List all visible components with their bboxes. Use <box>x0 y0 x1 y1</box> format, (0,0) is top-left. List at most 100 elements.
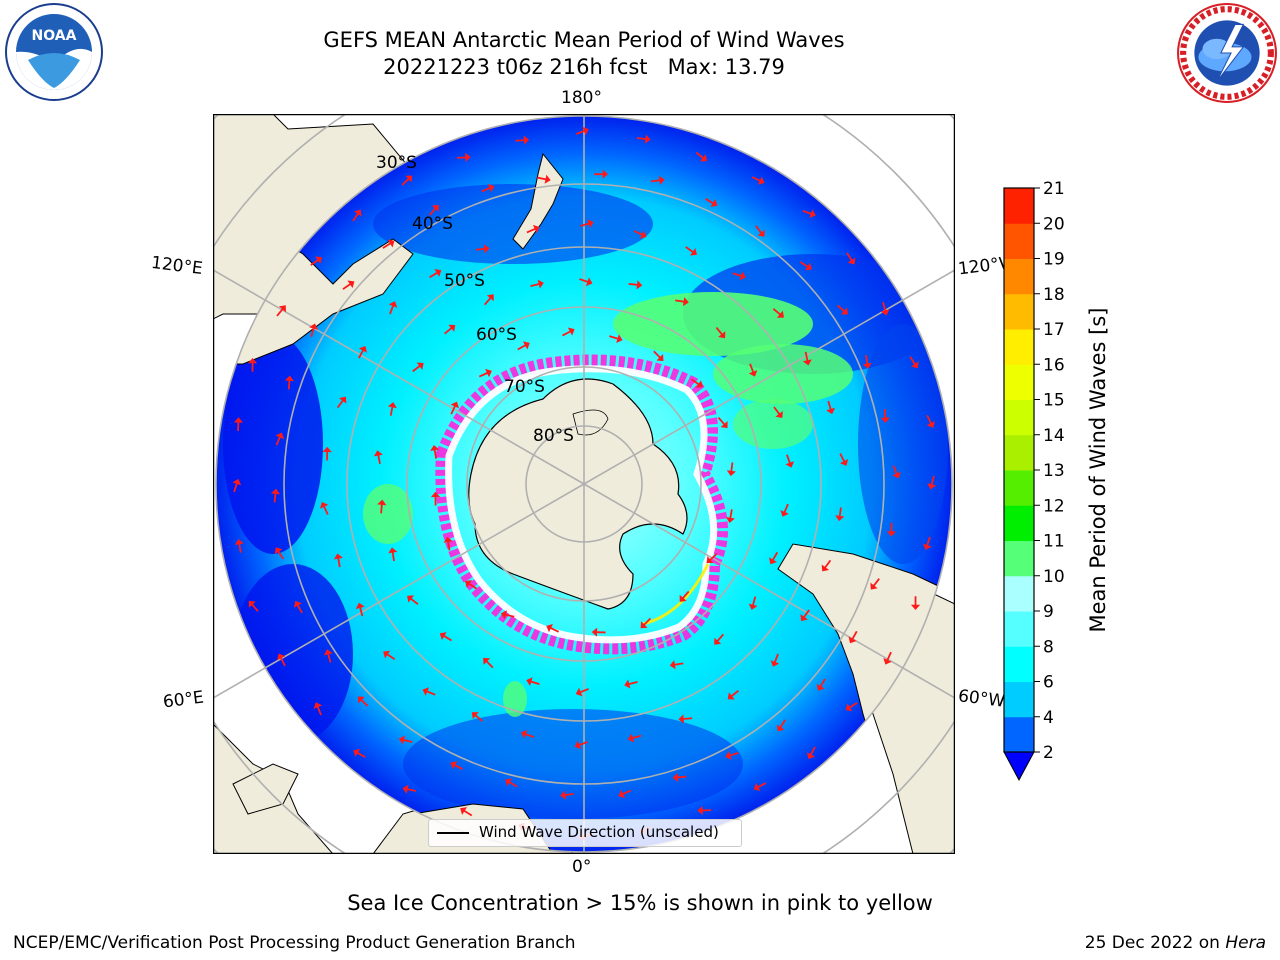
colorbar-segment <box>1004 540 1034 577</box>
wave-arrow-head <box>398 735 405 745</box>
wave-arrow <box>773 653 779 663</box>
wave-arrow <box>517 344 526 351</box>
meridians <box>213 114 955 854</box>
colorbar-tick-label: 15 <box>1043 391 1065 411</box>
wave-arrow <box>682 590 690 599</box>
wave-arrow <box>233 483 238 493</box>
wave-arrow <box>677 775 687 779</box>
wave-arrow-head <box>926 421 935 428</box>
colorbar-label: Mean Period of Wind Waves [s] <box>1086 307 1110 633</box>
nws-logo <box>1177 3 1277 103</box>
wave-arrow-head <box>672 772 679 782</box>
wave-arrow-head <box>500 610 508 620</box>
wave-arrow <box>530 283 540 287</box>
wave-arrow <box>836 304 845 312</box>
wave-arrow <box>882 301 887 312</box>
wave-arrow <box>358 349 364 359</box>
wave-arrow <box>389 406 394 416</box>
wave-arrow <box>755 225 763 234</box>
wave-arrow-head <box>809 209 816 219</box>
wave-arrow <box>628 283 638 286</box>
wave-arrow <box>773 406 781 415</box>
wave-arrow <box>505 613 515 618</box>
wave-arrow-head <box>373 450 383 457</box>
wave-arrow <box>705 198 714 205</box>
wave-arrow <box>633 230 643 236</box>
wave-arrow-head <box>322 446 332 453</box>
wave-arrow-head <box>616 334 623 344</box>
chart-title: GEFS MEAN Antarctic Mean Period of Wind … <box>323 28 845 52</box>
wave-arrow-head <box>574 740 582 750</box>
wave-arrow-head <box>430 445 440 452</box>
wave-arrow-head <box>883 657 892 665</box>
lat-label-40s: 40°S <box>412 214 453 234</box>
wave-arrow-head <box>319 502 329 509</box>
wave-arrow <box>468 582 478 590</box>
wave-arrow-head <box>422 687 430 696</box>
wave-arrow <box>428 207 437 216</box>
wave-arrow-head <box>880 309 890 316</box>
wave-arrow-head <box>323 649 333 656</box>
wave-arrow <box>356 751 366 758</box>
colorbar-segment <box>1004 470 1034 506</box>
colorbar-tick-label: 19 <box>1043 250 1065 270</box>
wave-arrow <box>732 272 742 277</box>
wave-arrow-head <box>387 239 395 248</box>
wave-arrow-head <box>520 729 528 739</box>
wave-arrow <box>481 187 491 193</box>
footer-date: 25 Dec 2022 on Hera <box>1085 933 1266 953</box>
map-frame <box>213 114 955 854</box>
colorbar-tick-label: 6 <box>1043 673 1054 693</box>
wave-arrow <box>752 596 757 606</box>
wave-arrow <box>799 261 809 268</box>
wave-arrow <box>579 688 589 694</box>
wave-arrow <box>550 627 560 633</box>
wave-arrow-head <box>232 478 242 486</box>
wave-arrow-head <box>523 135 530 145</box>
wave-arrow-head <box>710 199 718 208</box>
wave-arrow-head <box>739 271 746 281</box>
wave-arrow <box>410 598 419 605</box>
wave-arrow-head <box>544 174 551 184</box>
wave-arrow-head <box>587 219 594 229</box>
wave-arrow <box>578 741 588 746</box>
wave-arrow-head <box>835 515 845 522</box>
wave-arrow <box>280 657 286 667</box>
wave-arrow-head <box>233 417 243 423</box>
wave-arrow <box>485 660 494 669</box>
wave-arrow <box>609 335 619 340</box>
wave-arrow-head <box>870 582 878 590</box>
wave-arrow <box>377 454 381 465</box>
wave-arrow-head <box>358 345 367 353</box>
wave-arrow <box>296 604 303 614</box>
sea-ice-note: Sea Ice Concentration > 15% is shown in … <box>347 891 933 915</box>
wave-arrow <box>327 653 332 663</box>
wave-arrow <box>695 151 704 159</box>
wave-arrow-head <box>430 491 441 498</box>
wave-arrow <box>508 781 518 788</box>
wave-arrow-head <box>537 279 544 289</box>
wave-arrow <box>809 746 816 756</box>
wave-arrow-head <box>845 703 853 712</box>
wave-arrow-head <box>748 370 758 377</box>
lat-label-30s: 30°S <box>376 153 417 173</box>
polar-map: 30°S 40°S 50°S 60°S 70°S 80°S <box>213 114 955 854</box>
wave-arrow-head <box>714 637 722 645</box>
wave-arrow-head <box>753 782 761 792</box>
wave-arrow <box>433 449 438 459</box>
wave-arrow-head <box>339 396 347 404</box>
wave-arrow-head <box>357 696 365 704</box>
wave-arrow-head <box>769 557 777 565</box>
antarctica <box>468 378 688 610</box>
wave-arrow <box>360 699 369 707</box>
wave-arrow-head <box>546 623 553 633</box>
wave-arrow-head <box>293 600 302 608</box>
wave-arrow <box>872 578 880 587</box>
wave-arrow-head <box>922 543 932 551</box>
lon-label-60e: 60°E <box>161 687 205 713</box>
wave-arrow-head <box>450 401 459 409</box>
wave-arrow <box>456 156 466 159</box>
noaa-logo-text: NOAA <box>32 28 77 44</box>
wave-arrow-head <box>776 310 784 318</box>
wave-arrow-head <box>355 602 365 609</box>
